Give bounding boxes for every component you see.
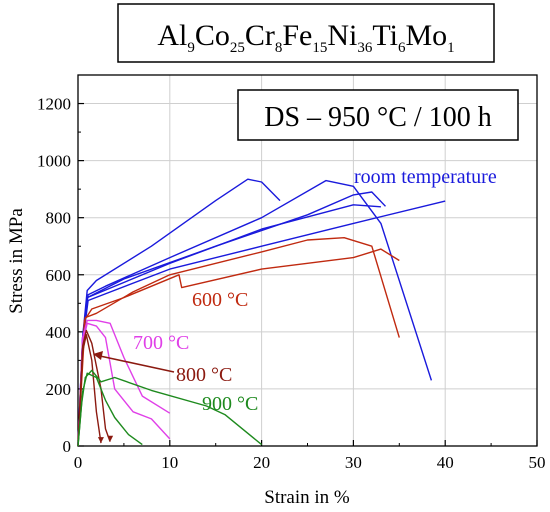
x-tick-label: 50 [529,453,546,472]
curve-600-c-1 [77,248,400,447]
title-element: Mo [405,19,447,52]
title-element: Cr [245,19,275,52]
title-subscript: 1 [447,40,455,56]
y-tick-label: 1200 [37,95,71,114]
title-element: Ni [327,19,357,52]
title-box [117,3,495,63]
label-room-temperature: room temperature [354,166,497,188]
chart-title: Al9Co25Cr8Fe15Ni36Ti6Mo1 [157,19,454,56]
y-tick-label: 1000 [37,152,71,171]
title-subscript: 36 [357,40,373,56]
x-tick-label: 40 [437,453,454,472]
curve-600-c-2 [77,237,400,447]
title-element: Ti [372,19,398,52]
x-axis-label: Strain in % [264,487,350,508]
x-tick-label: 10 [161,453,178,472]
label-800c-pointer-line [99,355,175,373]
title-subscript: 25 [230,40,245,56]
grid [78,75,537,446]
label-700c: 700 °C [133,332,189,354]
title-subscript: 6 [398,40,406,56]
series-curves [77,178,446,447]
curve-end-marker [107,435,114,442]
curve-end-marker [97,437,104,444]
label-800c: 800 °C [176,364,232,386]
y-tick-label: 600 [46,266,72,285]
curve-700-c-1 [77,319,171,447]
title-element: Fe [282,19,312,52]
y-tick-label: 200 [46,380,72,399]
label-800c-pointer-head [93,351,103,360]
title-subscript: 15 [312,40,327,56]
condition-box [237,89,519,141]
title-subscript: 9 [187,40,195,56]
x-tick-label: 20 [253,453,270,472]
curve-800-c-2 [77,334,102,447]
y-tick-label: 800 [46,209,72,228]
label-900c: 900 °C [202,393,258,415]
curve-800-c-1 [77,329,111,447]
title-subscript: 8 [275,40,283,56]
x-tick-label: 0 [74,453,83,472]
curve-900-c-2 [77,372,143,447]
axis-ticks: 0 10 20 30 40 50 0 200 400 600 800 1000 1200 [37,95,546,472]
title-element: Co [195,19,230,52]
title-element: Al [157,19,187,52]
y-tick-label: 0 [63,437,72,456]
y-axis-label: Stress in MPa [6,208,27,314]
label-600c: 600 °C [192,289,248,311]
x-tick-label: 30 [345,453,362,472]
condition-label: DS – 950 °C / 100 h [264,102,491,133]
y-tick-label: 400 [46,323,72,342]
